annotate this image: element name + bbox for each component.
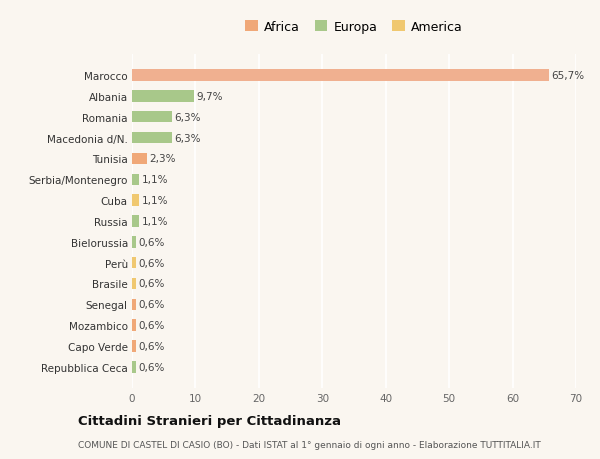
Text: 0,6%: 0,6%: [139, 320, 165, 330]
Text: 1,1%: 1,1%: [142, 175, 168, 185]
Bar: [132, 341, 136, 352]
Text: 0,6%: 0,6%: [139, 362, 165, 372]
Bar: [132, 278, 136, 290]
Text: Cittadini Stranieri per Cittadinanza: Cittadini Stranieri per Cittadinanza: [78, 414, 341, 428]
Bar: [132, 112, 172, 123]
Bar: [132, 133, 172, 144]
Text: 6,3%: 6,3%: [175, 112, 201, 123]
Text: 0,6%: 0,6%: [139, 237, 165, 247]
Bar: [132, 195, 139, 207]
Text: 2,3%: 2,3%: [149, 154, 176, 164]
Bar: [132, 70, 549, 82]
Bar: [132, 320, 136, 331]
Text: 1,1%: 1,1%: [142, 217, 168, 226]
Bar: [132, 257, 136, 269]
Legend: Africa, Europa, America: Africa, Europa, America: [242, 18, 466, 36]
Text: 9,7%: 9,7%: [196, 92, 223, 102]
Text: 0,6%: 0,6%: [139, 279, 165, 289]
Text: COMUNE DI CASTEL DI CASIO (BO) - Dati ISTAT al 1° gennaio di ogni anno - Elabora: COMUNE DI CASTEL DI CASIO (BO) - Dati IS…: [78, 441, 541, 449]
Text: 0,6%: 0,6%: [139, 341, 165, 351]
Bar: [132, 91, 194, 102]
Text: 0,6%: 0,6%: [139, 300, 165, 310]
Bar: [132, 216, 139, 227]
Bar: [132, 174, 139, 185]
Bar: [132, 153, 146, 165]
Bar: [132, 299, 136, 310]
Text: 1,1%: 1,1%: [142, 196, 168, 206]
Text: 0,6%: 0,6%: [139, 258, 165, 268]
Text: 6,3%: 6,3%: [175, 133, 201, 143]
Bar: [132, 236, 136, 248]
Text: 65,7%: 65,7%: [551, 71, 584, 81]
Bar: [132, 361, 136, 373]
